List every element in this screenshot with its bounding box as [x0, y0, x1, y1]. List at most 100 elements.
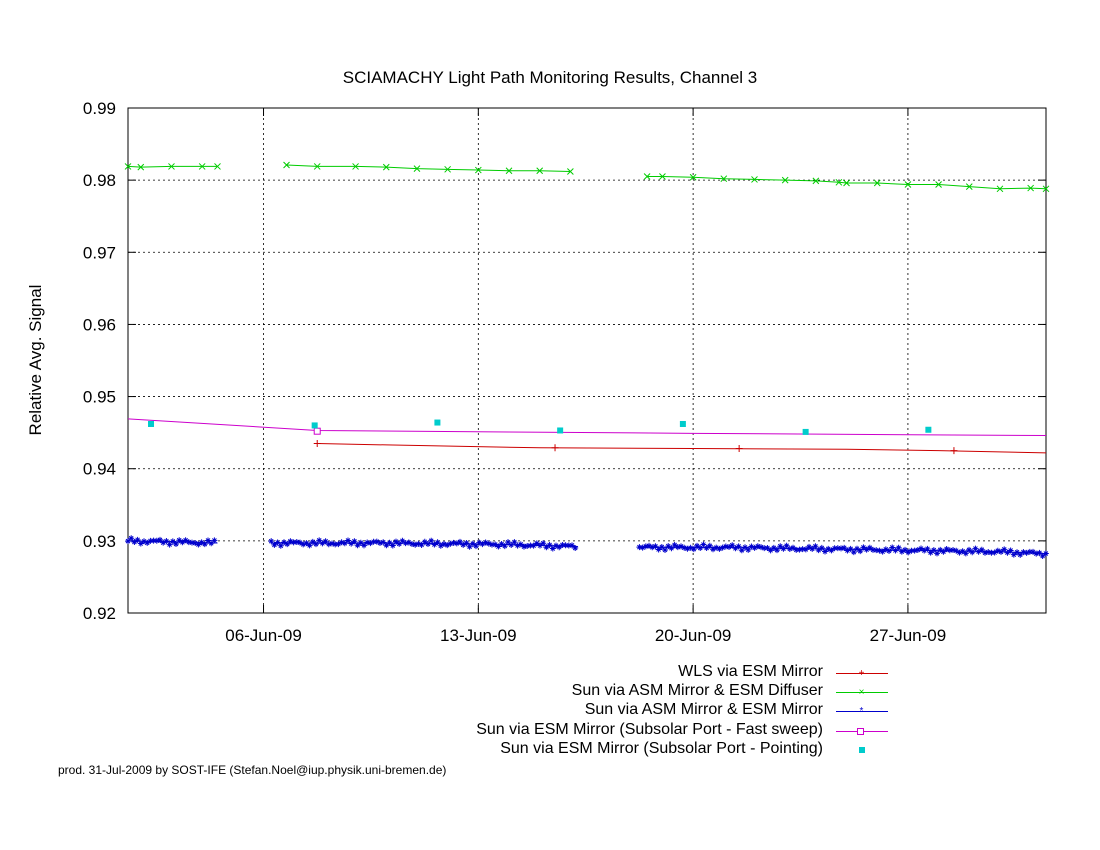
data-point	[847, 545, 854, 552]
data-point	[163, 538, 170, 545]
legend-line-asm-diffuser	[836, 692, 888, 694]
legend-label-pointing: Sun via ESM Mirror (Subsolar Port - Poin…	[500, 739, 823, 757]
data-point	[659, 173, 666, 180]
data-point	[1026, 548, 1033, 555]
data-point	[373, 538, 380, 545]
data-point	[940, 548, 947, 555]
data-point	[389, 542, 396, 549]
data-point	[287, 538, 294, 545]
data-point	[376, 540, 383, 547]
data-point	[472, 543, 479, 550]
data-point	[396, 540, 403, 547]
data-point	[413, 165, 421, 172]
data-point	[925, 426, 932, 433]
data-point	[835, 178, 843, 186]
data-point	[201, 541, 208, 548]
data-point	[1007, 547, 1014, 554]
data-point	[153, 537, 160, 544]
chart-legend: WLS via ESM Mirror + Sun via ASM Mirror …	[300, 663, 900, 759]
data-point	[904, 181, 912, 188]
data-point	[697, 544, 704, 551]
data-point	[1033, 550, 1040, 557]
data-point	[179, 539, 186, 546]
legend-marker-x-icon: ×	[858, 687, 865, 699]
data-point	[437, 542, 444, 549]
data-point	[466, 543, 473, 550]
data-point	[488, 541, 495, 548]
y-tick-label: 0.99	[83, 99, 116, 118]
data-point	[812, 543, 819, 550]
legend-label-fast-sweep: Sun via ESM Mirror (Subsolar Port - Fast…	[476, 720, 823, 738]
data-point	[319, 540, 326, 547]
data-point	[386, 539, 393, 546]
data-point	[985, 549, 992, 556]
data-point	[834, 545, 841, 552]
data-point	[1023, 549, 1030, 556]
data-point	[689, 173, 697, 181]
data-point	[131, 539, 138, 546]
data-point	[182, 537, 189, 544]
data-point	[1030, 548, 1037, 555]
data-point	[456, 538, 463, 545]
data-point	[828, 547, 835, 554]
series-3	[127, 418, 1047, 437]
data-point	[662, 546, 669, 553]
legend-marker-filled-square-icon	[859, 746, 865, 753]
data-point	[642, 543, 649, 550]
data-point	[536, 167, 544, 175]
data-point	[1039, 553, 1046, 560]
data-point	[1042, 185, 1050, 193]
data-point	[311, 422, 318, 429]
data-point	[440, 540, 447, 547]
data-point	[306, 542, 313, 549]
data-point	[935, 181, 942, 188]
data-point	[812, 177, 820, 185]
data-point	[524, 543, 531, 550]
data-point	[536, 542, 543, 549]
data-point	[332, 541, 339, 548]
data-point	[764, 544, 771, 551]
data-point	[533, 540, 540, 547]
data-point	[857, 548, 864, 555]
data-point	[557, 427, 564, 434]
data-point	[148, 420, 155, 427]
data-point	[508, 541, 515, 548]
data-point	[678, 543, 685, 550]
legend-line-wls	[836, 673, 888, 674]
data-point	[134, 536, 141, 543]
data-point	[205, 537, 211, 544]
data-point	[671, 542, 678, 549]
data-point	[802, 428, 809, 435]
data-point	[918, 545, 925, 552]
data-point	[421, 538, 428, 545]
data-point	[679, 420, 686, 427]
data-point	[825, 545, 832, 552]
data-point	[975, 548, 982, 555]
data-point	[354, 542, 361, 549]
data-point	[479, 541, 486, 548]
data-point	[460, 541, 467, 548]
data-point	[415, 540, 422, 547]
data-point	[1004, 549, 1011, 556]
x-tick-label: 20-Jun-09	[655, 626, 732, 645]
data-point	[780, 545, 787, 552]
data-point	[726, 544, 733, 551]
data-point	[694, 542, 701, 549]
data-point	[556, 544, 563, 551]
data-point	[562, 542, 569, 549]
data-point	[959, 548, 966, 555]
data-point	[338, 539, 345, 546]
data-point	[402, 540, 409, 547]
data-point	[271, 541, 278, 548]
data-point	[268, 538, 275, 545]
data-point	[735, 445, 743, 453]
data-point	[284, 541, 291, 548]
data-point	[568, 542, 575, 549]
data-point	[543, 544, 550, 551]
legend-marker-square-icon	[857, 727, 864, 735]
data-point	[351, 538, 358, 545]
data-point	[841, 544, 848, 551]
data-point	[636, 544, 643, 551]
y-tick-label: 0.96	[83, 315, 116, 334]
data-point	[729, 542, 736, 549]
